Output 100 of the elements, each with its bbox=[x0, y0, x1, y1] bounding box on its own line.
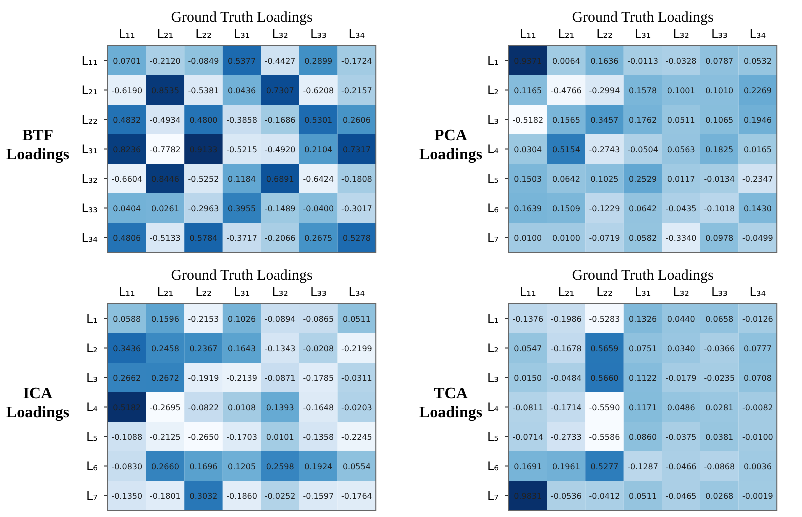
y-tick-label: L₆ bbox=[86, 459, 98, 474]
data-label: 0.0117 bbox=[667, 174, 696, 184]
data-label: -0.1714 bbox=[551, 403, 582, 412]
data-label: 0.2672 bbox=[151, 374, 180, 383]
x-tick-label: L₃₄ bbox=[750, 285, 766, 299]
data-label: -0.4427 bbox=[264, 56, 296, 66]
data-label: -0.5182 bbox=[512, 116, 544, 125]
data-label: 0.5182 bbox=[113, 403, 142, 412]
data-label: -0.0019 bbox=[742, 492, 774, 501]
data-label: -0.0504 bbox=[628, 145, 658, 154]
data-label: -0.0366 bbox=[704, 344, 736, 354]
data-label: 0.0978 bbox=[706, 234, 734, 243]
data-label: -0.0412 bbox=[589, 492, 620, 501]
data-label: 0.1165 bbox=[514, 86, 542, 96]
data-label: 0.0563 bbox=[667, 145, 696, 154]
data-label: -0.1686 bbox=[264, 116, 296, 125]
data-label: 0.7317 bbox=[342, 145, 371, 154]
data-label: 0.2899 bbox=[304, 56, 333, 66]
data-label: 0.7307 bbox=[266, 86, 294, 96]
x-tick-label: L₂₂ bbox=[596, 285, 614, 299]
data-label: 0.1393 bbox=[266, 403, 294, 412]
data-label: 0.4806 bbox=[113, 234, 142, 243]
data-label: 0.2529 bbox=[629, 174, 658, 184]
data-label: 0.0532 bbox=[744, 56, 772, 66]
data-label: 0.0511 bbox=[342, 314, 371, 324]
data-label: 0.1205 bbox=[228, 462, 256, 472]
data-label: 0.3032 bbox=[190, 492, 218, 501]
x-tick-label: L₂₁ bbox=[558, 27, 575, 41]
y-tick-label: L₃₄ bbox=[82, 230, 98, 245]
data-label: 0.0100 bbox=[514, 234, 542, 243]
data-label: -0.1986 bbox=[551, 314, 582, 324]
y-axis-title: ICA Loadings bbox=[6, 385, 70, 422]
data-label: -0.2120 bbox=[150, 56, 181, 66]
data-label: -0.5252 bbox=[188, 174, 220, 184]
chart-title: Ground Truth Loadings bbox=[171, 10, 314, 26]
data-label: -0.0868 bbox=[704, 462, 736, 472]
data-label: -0.1597 bbox=[303, 492, 334, 501]
y-tick-label: L₁ bbox=[488, 54, 500, 68]
data-label: -0.0830 bbox=[112, 462, 143, 472]
y-tick-label: L₃₂ bbox=[82, 172, 98, 186]
data-label: -0.1785 bbox=[303, 374, 334, 383]
data-label: -0.2125 bbox=[150, 432, 181, 442]
data-label: 0.1946 bbox=[744, 116, 772, 125]
data-label: 0.0511 bbox=[667, 116, 696, 125]
data-label: -0.1343 bbox=[264, 344, 296, 354]
data-label: -0.4920 bbox=[264, 145, 296, 154]
data-label: 0.0064 bbox=[552, 56, 580, 66]
y-tick-label: L₅ bbox=[86, 430, 98, 444]
x-tick-label: L₁₁ bbox=[118, 27, 136, 41]
data-label: 0.0860 bbox=[629, 432, 658, 442]
data-label: 0.1825 bbox=[706, 145, 734, 154]
data-label: 0.4832 bbox=[113, 116, 142, 125]
chart-title: Ground Truth Loadings bbox=[171, 268, 314, 284]
x-tick-label: L₃₃ bbox=[310, 27, 327, 41]
data-label: -0.6424 bbox=[303, 174, 334, 184]
data-label: 0.1025 bbox=[590, 174, 619, 184]
data-label: -0.0849 bbox=[188, 56, 220, 66]
data-label: 0.1924 bbox=[304, 462, 333, 472]
y-tick-label: L₁ bbox=[488, 312, 500, 326]
data-label: 0.1565 bbox=[552, 116, 580, 125]
data-label: 0.0582 bbox=[629, 234, 658, 243]
data-label: 0.1596 bbox=[151, 314, 180, 324]
data-label: -0.2695 bbox=[150, 403, 181, 412]
data-label: 0.5277 bbox=[590, 462, 619, 472]
data-label: -0.1764 bbox=[342, 492, 372, 501]
data-label: 0.1026 bbox=[228, 314, 256, 324]
data-label: -0.3717 bbox=[226, 234, 258, 243]
x-tick-label: L₃₄ bbox=[750, 27, 766, 41]
data-label: -0.0435 bbox=[666, 204, 697, 214]
data-label: -0.1919 bbox=[188, 374, 220, 383]
data-label: -0.0208 bbox=[303, 344, 334, 354]
y-tick-label: L₂ bbox=[488, 341, 500, 356]
data-label: 0.0751 bbox=[629, 344, 658, 354]
data-label: -0.0865 bbox=[303, 314, 334, 324]
x-tick-label: L₁₁ bbox=[520, 27, 536, 41]
data-label: -0.0082 bbox=[742, 403, 774, 412]
data-label: -0.0126 bbox=[742, 314, 774, 324]
data-label: 0.1639 bbox=[514, 204, 542, 214]
data-label: 0.0165 bbox=[744, 145, 772, 154]
data-label: 0.2598 bbox=[266, 462, 294, 472]
y-tick-label: L₅ bbox=[488, 172, 500, 186]
data-label: 0.5377 bbox=[228, 56, 256, 66]
data-label: 0.0436 bbox=[228, 86, 256, 96]
y-tick-label: L₂ bbox=[488, 83, 500, 98]
data-label: -0.3858 bbox=[226, 116, 258, 125]
data-label: -0.2650 bbox=[188, 432, 220, 442]
x-tick-label: L₁₁ bbox=[520, 285, 536, 299]
x-tick-label: L₂₁ bbox=[157, 285, 174, 299]
data-label: -0.0134 bbox=[704, 174, 736, 184]
x-tick-label: L₂₂ bbox=[196, 27, 212, 41]
data-label: 0.1636 bbox=[590, 56, 619, 66]
data-label: 0.8446 bbox=[151, 174, 180, 184]
data-label: 0.9371 bbox=[514, 56, 542, 66]
y-tick-label: L₁₁ bbox=[82, 54, 98, 68]
chart-title: Ground Truth Loadings bbox=[572, 268, 714, 284]
data-label: 0.0268 bbox=[706, 492, 734, 501]
data-label: -0.0179 bbox=[666, 374, 697, 383]
data-label: 0.0100 bbox=[552, 234, 580, 243]
data-label: 0.0511 bbox=[629, 492, 658, 501]
data-label: 0.0547 bbox=[514, 344, 542, 354]
